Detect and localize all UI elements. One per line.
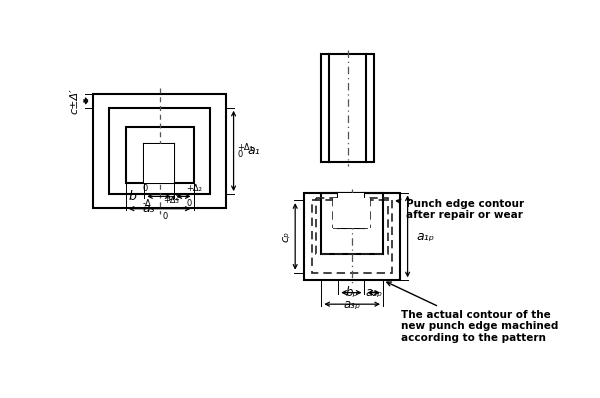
Text: b: b <box>128 190 137 203</box>
Bar <box>144 144 173 183</box>
Bar <box>312 200 392 273</box>
Text: c±Δ′: c±Δ′ <box>70 88 80 114</box>
Text: bₚ: bₚ <box>345 286 358 299</box>
Bar <box>338 193 364 228</box>
Bar <box>316 198 388 254</box>
Text: +Δ₃: +Δ₃ <box>163 196 179 205</box>
Text: cₚ: cₚ <box>281 231 291 242</box>
Bar <box>322 193 383 254</box>
Text: a₂: a₂ <box>168 190 181 203</box>
Text: -Δ: -Δ <box>143 199 151 209</box>
Text: a₁ₚ: a₁ₚ <box>417 230 435 243</box>
Text: 0: 0 <box>143 183 148 193</box>
Text: a₁: a₁ <box>247 144 260 158</box>
Text: 0: 0 <box>187 199 192 209</box>
Text: 0: 0 <box>238 150 242 158</box>
Bar <box>94 94 226 208</box>
Bar <box>126 127 194 183</box>
Text: +Δ₂: +Δ₂ <box>187 183 202 193</box>
Text: a₃: a₃ <box>142 202 155 215</box>
Text: a₂ₚ: a₂ₚ <box>365 286 382 299</box>
Text: 0: 0 <box>163 212 168 221</box>
Bar <box>109 108 211 194</box>
Text: The actual contour of the
new punch edge machined
according to the pattern: The actual contour of the new punch edge… <box>387 282 559 343</box>
Text: a₃ₚ: a₃ₚ <box>344 298 361 311</box>
Bar <box>333 198 370 228</box>
Bar <box>304 193 400 280</box>
Bar <box>322 54 374 162</box>
Text: Punch edge contour
after repair or wear: Punch edge contour after repair or wear <box>397 199 524 220</box>
Text: +Δ₁: +Δ₁ <box>238 142 253 152</box>
